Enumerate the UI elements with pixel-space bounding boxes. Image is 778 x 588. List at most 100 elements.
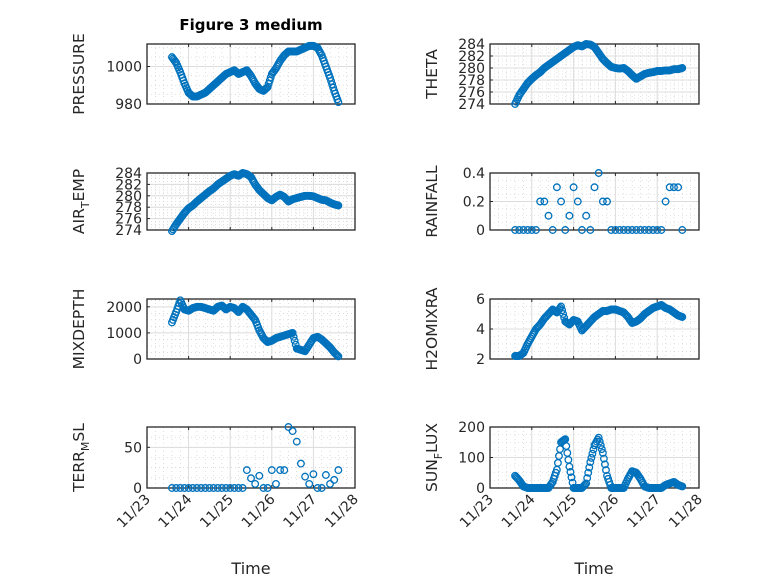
x-tick-label: 11/26 [239, 491, 279, 531]
data-point [596, 441, 605, 450]
data-point [289, 332, 298, 341]
data-point [632, 226, 641, 234]
data-point [607, 226, 616, 234]
data-point [288, 328, 297, 337]
y-tick-label: 280 [115, 189, 142, 205]
x-tick-label: 11/23 [457, 492, 497, 532]
y-label-text: PRESSURE [70, 33, 88, 115]
axes-box [146, 426, 356, 489]
data-point [601, 460, 609, 469]
data-point [588, 449, 597, 458]
data-point [674, 183, 683, 192]
data-point [321, 471, 330, 479]
x-tick-label: 11/27 [280, 492, 320, 532]
data-point [585, 463, 594, 472]
data-point [527, 226, 536, 234]
data-point [272, 479, 280, 488]
data-point [640, 226, 649, 234]
data-point [563, 448, 572, 457]
y-tick-label: 0 [133, 352, 142, 368]
y-label-text: EMP [70, 169, 88, 202]
data-point [192, 484, 201, 492]
subplot-h2omixra: 2 4 6 H2OMIXRA [423, 287, 700, 371]
y-axis-label: H2OMIXRA [423, 287, 441, 370]
data-point [515, 226, 524, 234]
data-point [296, 459, 305, 468]
y-label-text: MIXDEPTH [70, 289, 88, 370]
y-axis-label: THETA [423, 49, 441, 100]
subplot-sun-flux: 0 100 200 11/23 11/24 11/25 11/26 11/27 11/28 SUN… [423, 420, 706, 531]
y-tick-label: 6 [476, 292, 485, 308]
data-point [557, 302, 566, 311]
data-point [334, 352, 343, 361]
data-point [561, 226, 570, 234]
data-point [226, 484, 235, 492]
data-point [290, 336, 299, 345]
data-point [334, 466, 343, 475]
data-point [284, 423, 293, 431]
data-point [615, 226, 624, 234]
data-point [209, 484, 218, 492]
y-label-text: SUN [423, 459, 441, 492]
data-point [266, 73, 275, 82]
data-point [334, 98, 343, 107]
data-point [598, 197, 607, 206]
y-tick-label: 1000 [106, 60, 142, 76]
data-point [188, 484, 197, 492]
x-axis-label-right: Time [573, 559, 613, 578]
x-tick-label: 11/25 [541, 492, 581, 532]
data-point [586, 458, 595, 467]
data-point [326, 479, 334, 488]
data-point [309, 470, 318, 479]
y-label-subscript: T [79, 201, 92, 209]
y-tick-label: 1000 [106, 326, 142, 342]
data-point [603, 197, 611, 206]
y-tick-label: 0 [476, 481, 485, 497]
data-point [565, 462, 574, 471]
data-point [594, 433, 603, 442]
data-point [590, 183, 599, 192]
data-point [595, 437, 604, 446]
data-point [644, 226, 653, 234]
data-point [611, 226, 620, 234]
data-point [678, 482, 687, 491]
data-point [242, 466, 251, 475]
x-tick-label: 11/28 [666, 492, 706, 532]
y-label-subscript: M [79, 442, 92, 452]
data-point [556, 304, 564, 312]
data-point [280, 466, 289, 475]
data-point [532, 226, 540, 234]
data-point [552, 183, 561, 192]
y-tick-label: 0.4 [463, 166, 485, 182]
data-point [553, 458, 562, 467]
y-tick-label: 280 [458, 61, 485, 77]
figure-title: Figure 3 medium [179, 16, 322, 34]
data-point [649, 226, 657, 234]
x-axis-label-left: Time [230, 559, 270, 578]
data-point [172, 484, 181, 492]
data-point [559, 310, 568, 318]
data-point [511, 226, 520, 234]
y-tick-label: 0 [133, 481, 142, 497]
y-tick-label: 100 [458, 451, 485, 467]
data-point [678, 226, 687, 234]
data-point [222, 484, 230, 492]
data-point [313, 484, 322, 492]
data-point [558, 306, 567, 315]
y-label-text: THETA [423, 49, 441, 100]
y-tick-label: 276 [458, 85, 485, 101]
y-tick-label: 50 [124, 440, 142, 456]
data-point [251, 479, 260, 488]
x-tick-label: 11/27 [624, 492, 664, 532]
data-point [332, 350, 341, 359]
y-axis-label: RAINFALL [423, 165, 441, 238]
data-point [263, 484, 272, 492]
data-point [562, 442, 571, 451]
x-tick-label: 11/26 [582, 491, 622, 531]
data-point [247, 474, 255, 483]
data-point [288, 427, 297, 436]
data-point [557, 197, 566, 206]
data-point [201, 484, 210, 492]
data-point [540, 197, 549, 206]
